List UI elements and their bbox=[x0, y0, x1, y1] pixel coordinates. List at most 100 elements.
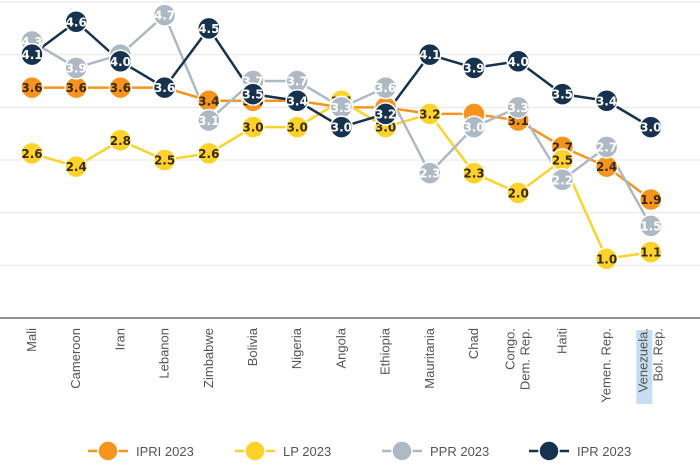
x-tick-label: Chad bbox=[466, 328, 481, 359]
data-label: 4.0 bbox=[110, 55, 131, 69]
legend: IPRI 2023 LP 2023 PPR 2023 IPR 2023 bbox=[88, 440, 631, 462]
data-point bbox=[64, 154, 88, 179]
x-tick-label: Ethiopia bbox=[378, 327, 393, 375]
x-tick-label-text: Lebanon bbox=[157, 328, 172, 379]
x-tick-label-text: Yemen. Rep. bbox=[599, 328, 614, 403]
data-point bbox=[506, 49, 530, 73]
legend-item-ppr-2023: PPR 2023 bbox=[382, 440, 489, 462]
data-point bbox=[594, 247, 619, 271]
data-label: 2.5 bbox=[154, 154, 175, 168]
data-label: 3.4 bbox=[198, 94, 219, 108]
data-label: 3.6 bbox=[154, 81, 175, 95]
data-point bbox=[20, 42, 44, 67]
data-label: 2.4 bbox=[66, 160, 87, 174]
data-label: 3.3 bbox=[331, 101, 352, 115]
legend-label: IPRI 2023 bbox=[136, 444, 194, 459]
x-tick-label: Nigeria bbox=[289, 327, 304, 369]
data-label: 3.3 bbox=[508, 101, 529, 115]
x-tick-label-text: Ethiopia bbox=[378, 327, 393, 375]
x-tick-label: Mali bbox=[24, 328, 39, 352]
data-point bbox=[639, 240, 663, 264]
data-label: 3.5 bbox=[552, 88, 573, 102]
data-point bbox=[418, 102, 442, 126]
series-markers-ipr-2023: 4.1 4.6 4.0 3.6 4.5 3.5 3.4 3.0 3.2 4.1 3.9 4.0 3.5 3… bbox=[20, 10, 663, 139]
data-label: 2.5 bbox=[552, 154, 573, 168]
data-point bbox=[594, 135, 619, 159]
data-point bbox=[373, 75, 398, 100]
data-label: 3.4 bbox=[287, 94, 308, 108]
data-label: 2.3 bbox=[463, 167, 484, 181]
x-tick-label-text: Bolivia bbox=[245, 327, 260, 366]
data-label: 4.5 bbox=[198, 22, 219, 36]
data-label: 2.4 bbox=[596, 160, 617, 174]
data-point bbox=[418, 161, 442, 185]
legend-swatch-marker bbox=[538, 440, 560, 462]
x-tick-label: Congo. bbox=[503, 328, 518, 370]
x-tick-label: Bolivia bbox=[245, 327, 260, 366]
data-point bbox=[285, 89, 309, 113]
data-point bbox=[64, 10, 88, 34]
x-tick-label: Angola bbox=[333, 327, 348, 368]
data-point bbox=[506, 95, 530, 120]
x-tick-label: Cameroon bbox=[68, 328, 83, 389]
data-point bbox=[152, 75, 177, 100]
data-point bbox=[639, 115, 663, 139]
data-label: 2.2 bbox=[552, 173, 573, 187]
x-tick-label-text: Bol. Rep. bbox=[650, 328, 665, 381]
data-label: 1.1 bbox=[640, 246, 661, 260]
data-point bbox=[20, 75, 44, 100]
x-tick-label-text: Congo. bbox=[503, 328, 518, 370]
data-label: 3.0 bbox=[463, 121, 484, 135]
data-label: 2.3 bbox=[419, 167, 440, 181]
legend-label: PPR 2023 bbox=[430, 444, 489, 459]
data-point bbox=[550, 168, 575, 192]
data-label: 3.6 bbox=[66, 81, 87, 95]
data-point bbox=[285, 115, 309, 139]
data-point bbox=[462, 56, 486, 80]
data-point bbox=[639, 214, 663, 238]
x-tick-label-text: Chad bbox=[466, 328, 481, 359]
x-tick-label: Mauritania bbox=[422, 327, 437, 388]
data-label: 3.2 bbox=[419, 107, 440, 121]
text-highlight bbox=[636, 330, 653, 404]
data-label: 2.0 bbox=[508, 186, 529, 200]
x-tick-label-text: Nigeria bbox=[289, 327, 304, 369]
data-point bbox=[241, 82, 265, 106]
data-label: 3.1 bbox=[198, 114, 219, 128]
data-label: 4.1 bbox=[21, 48, 42, 62]
data-label: 3.9 bbox=[66, 61, 87, 75]
x-axis-tick-labels: Mali Cameroon Iran Lebanon Zimbabwe Bolivia Ni… bbox=[24, 327, 665, 404]
data-point bbox=[329, 115, 354, 139]
data-point bbox=[462, 161, 486, 185]
data-label: 3.6 bbox=[375, 81, 396, 95]
data-point bbox=[108, 128, 133, 152]
x-tick-label-text: Zimbabwe bbox=[201, 328, 216, 388]
x-tick-label-text: Mauritania bbox=[422, 327, 437, 388]
x-tick-label: Yemen. Rep. bbox=[599, 328, 614, 403]
data-label: 2.6 bbox=[198, 147, 219, 161]
data-point bbox=[418, 42, 442, 67]
legend-item-lp-2023: LP 2023 bbox=[235, 440, 331, 462]
x-tick-label-text: Venezuela. bbox=[635, 328, 650, 392]
legend-swatch-marker bbox=[97, 440, 119, 462]
data-point bbox=[108, 75, 133, 100]
data-label: 4.6 bbox=[66, 15, 87, 29]
data-point bbox=[373, 102, 398, 126]
data-label: 4.0 bbox=[508, 55, 529, 69]
data-label: 1.9 bbox=[640, 193, 661, 207]
data-point bbox=[152, 3, 177, 27]
series-markers-lp-2023: 2.6 2.4 2.8 2.5 2.6 3.0 3.0 3.4 3.0 3.2 2.3 2.0 2.5 1… bbox=[20, 89, 663, 271]
legend-item-ipr-2023: IPR 2023 bbox=[529, 440, 631, 462]
x-tick-label: Zimbabwe bbox=[201, 328, 216, 388]
data-label: 3.5 bbox=[242, 88, 263, 102]
data-point bbox=[108, 49, 133, 73]
data-label: 3.6 bbox=[21, 81, 42, 95]
data-label: 2.7 bbox=[596, 140, 617, 154]
data-label: 3.9 bbox=[463, 61, 484, 75]
x-tick-label: Lebanon bbox=[157, 328, 172, 379]
x-tick-label-text: Cameroon bbox=[68, 328, 83, 389]
data-label: 3.0 bbox=[287, 121, 308, 135]
legend-label: LP 2023 bbox=[283, 444, 331, 459]
data-point bbox=[506, 181, 530, 205]
data-point bbox=[20, 141, 44, 166]
